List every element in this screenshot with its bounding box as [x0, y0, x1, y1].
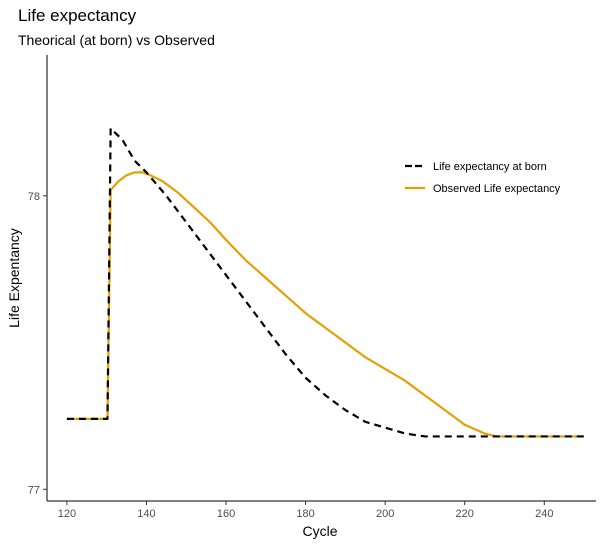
- x-tick-label: 140: [137, 508, 155, 520]
- y-ticks: 77 78: [28, 191, 47, 496]
- y-tick-label: 78: [28, 191, 40, 203]
- series-line-1: [66, 171, 585, 438]
- x-tick-label: 240: [535, 508, 553, 520]
- axes: [46, 55, 596, 502]
- x-tick-label: 120: [58, 508, 76, 520]
- legend: Life expectancy at born Observed Life exp…: [405, 161, 561, 195]
- x-tick-label: 180: [296, 508, 314, 520]
- series-line-0: [66, 127, 585, 438]
- legend-label-0: Life expectancy at born: [433, 161, 547, 173]
- x-ticks: 120 140 160 180 200 220 240: [58, 501, 553, 520]
- y-axis-label: Life Expentancy: [6, 228, 22, 328]
- x-tick-label: 200: [376, 508, 394, 520]
- chart-subtitle: Theorical (at born) vs Observed: [18, 32, 215, 48]
- series-lines: [66, 127, 585, 438]
- x-tick-label: 220: [456, 508, 474, 520]
- x-axis-label: Cycle: [302, 523, 337, 539]
- y-tick-label: 77: [28, 484, 40, 496]
- x-tick-label: 160: [217, 508, 235, 520]
- legend-label-1: Observed Life expectancy: [433, 183, 561, 195]
- chart-title: Life expectancy: [18, 6, 137, 25]
